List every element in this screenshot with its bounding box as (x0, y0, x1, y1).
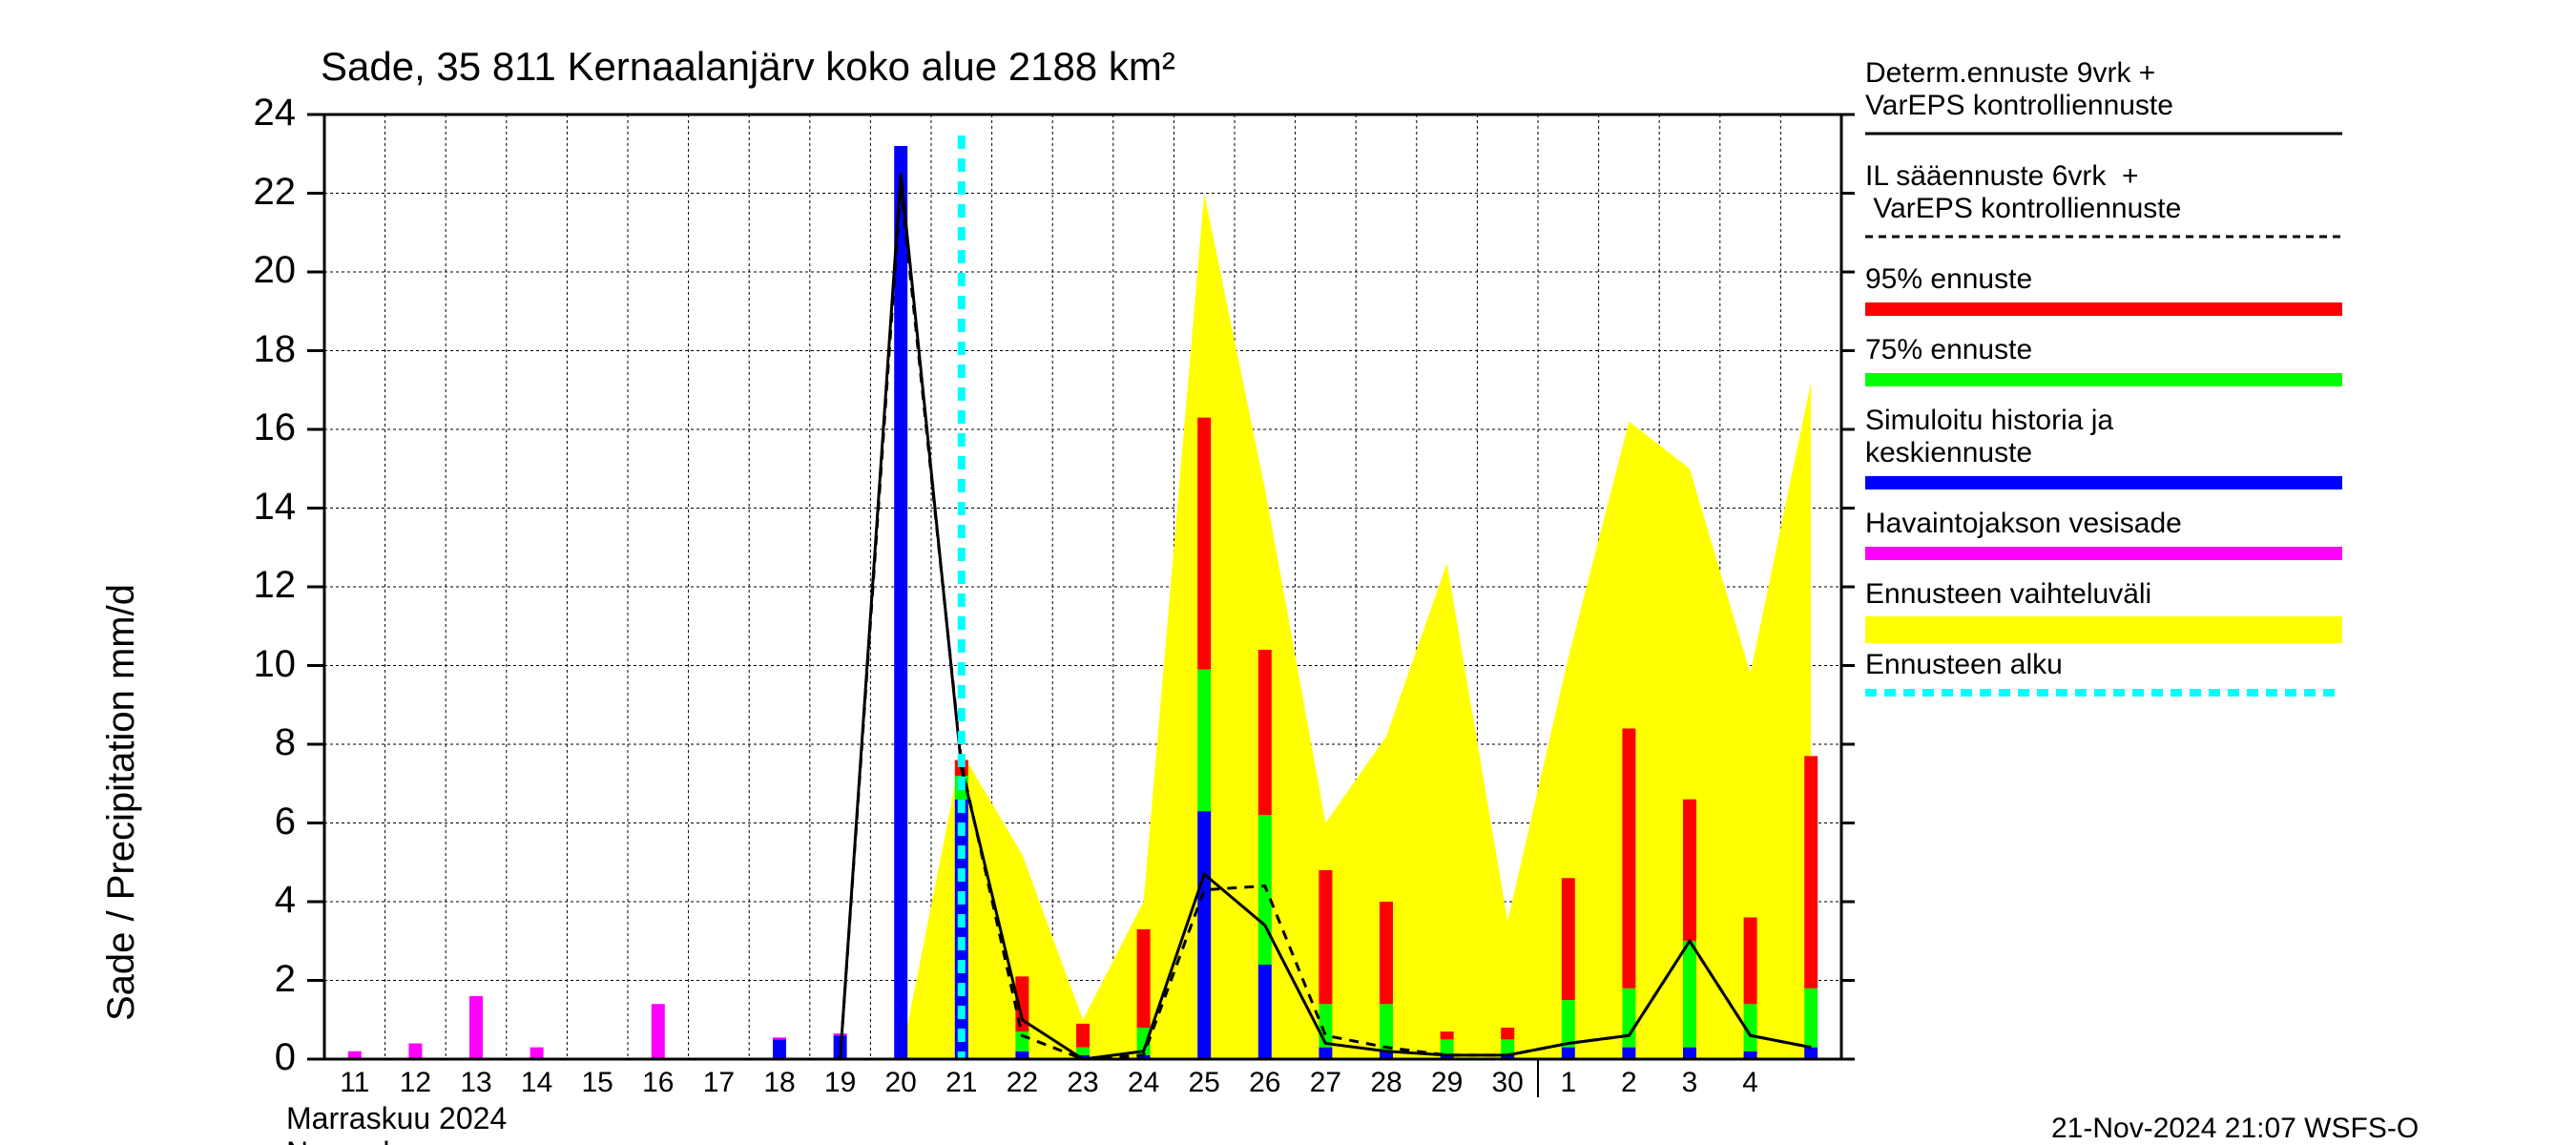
y-tick-label: 10 (229, 643, 296, 686)
legend-label: Determ.ennuste 9vrk + (1865, 57, 2155, 90)
chart-title: Sade, 35 811 Kernaalanjärv koko alue 218… (321, 44, 1175, 90)
legend-label: Ennusteen alku (1865, 649, 2063, 681)
legend-label: keskiennuste (1865, 437, 2032, 469)
x-month-label-1: Marraskuu 2024 (286, 1101, 507, 1136)
y-tick-label: 14 (229, 486, 296, 529)
y-tick-label: 8 (229, 721, 296, 764)
chart-svg (0, 0, 2576, 1145)
y-tick-label: 6 (229, 801, 296, 843)
x-tick-label: 20 (885, 1067, 917, 1099)
x-tick-label: 19 (824, 1067, 856, 1099)
legend-label: IL sääennuste 6vrk + (1865, 160, 2139, 193)
x-tick-label: 29 (1431, 1067, 1463, 1099)
x-tick-label: 21 (945, 1067, 977, 1099)
y-tick-label: 22 (229, 171, 296, 214)
x-tick-label: 28 (1370, 1067, 1402, 1099)
x-tick-label: 12 (400, 1067, 431, 1099)
legend-label: 95% ennuste (1865, 263, 2032, 296)
x-tick-label: 1 (1560, 1067, 1576, 1099)
x-tick-label: 30 (1492, 1067, 1524, 1099)
x-tick-label: 24 (1128, 1067, 1159, 1099)
x-tick-label: 3 (1682, 1067, 1698, 1099)
x-month-label-2: November (286, 1135, 427, 1145)
x-tick-label: 14 (521, 1067, 552, 1099)
x-tick-label: 22 (1007, 1067, 1038, 1099)
x-tick-label: 4 (1742, 1067, 1758, 1099)
x-tick-label: 17 (703, 1067, 735, 1099)
y-tick-label: 0 (229, 1036, 296, 1079)
y-tick-label: 20 (229, 249, 296, 292)
y-tick-label: 2 (229, 958, 296, 1001)
legend-label: VarEPS kontrolliennuste (1865, 193, 2181, 225)
x-tick-label: 27 (1310, 1067, 1341, 1099)
x-tick-label: 13 (460, 1067, 491, 1099)
legend-label: Havaintojakson vesisade (1865, 508, 2182, 540)
x-tick-label: 11 (340, 1067, 369, 1099)
y-tick-label: 24 (229, 92, 296, 135)
y-tick-label: 18 (229, 328, 296, 371)
x-tick-label: 15 (582, 1067, 613, 1099)
footer-timestamp: 21-Nov-2024 21:07 WSFS-O (2051, 1113, 2419, 1145)
legend-label: Ennusteen vaihteluväli (1865, 578, 2151, 611)
y-tick-label: 4 (229, 879, 296, 922)
x-tick-label: 2 (1621, 1067, 1637, 1099)
x-tick-label: 16 (642, 1067, 674, 1099)
x-tick-label: 23 (1067, 1067, 1098, 1099)
y-tick-label: 12 (229, 564, 296, 607)
legend-label: Simuloitu historia ja (1865, 405, 2113, 437)
y-axis-title: Sade / Precipitation mm/d (100, 584, 143, 1021)
legend-label: 75% ennuste (1865, 334, 2032, 366)
x-tick-label: 18 (763, 1067, 795, 1099)
chart-root: { "title": "Sade, 35 811 Kernaalanjärv k… (0, 0, 2576, 1145)
x-tick-label: 25 (1189, 1067, 1220, 1099)
legend-label: VarEPS kontrolliennuste (1865, 90, 2173, 122)
y-tick-label: 16 (229, 406, 296, 449)
x-tick-label: 26 (1249, 1067, 1280, 1099)
